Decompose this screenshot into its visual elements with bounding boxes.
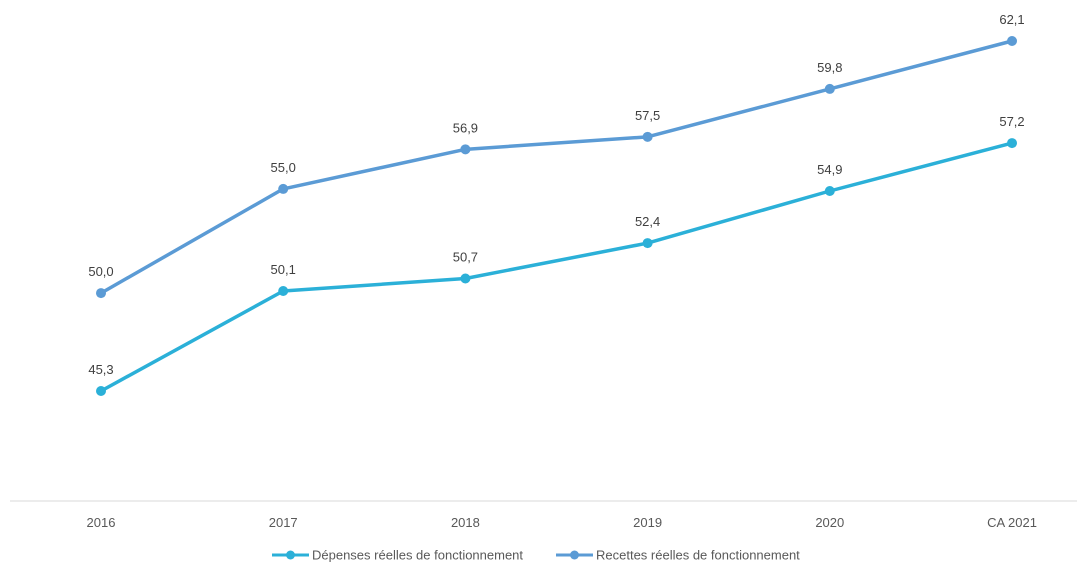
x-tick-label: 2020 [815,515,844,530]
data-point-depenses [1007,138,1017,148]
data-point-depenses [825,186,835,196]
legend-label-depenses: Dépenses réelles de fonctionnement [312,548,523,563]
data-label-recettes: 56,9 [453,120,478,135]
x-tick-label: 2016 [87,515,116,530]
data-point-recettes [278,184,288,194]
x-tick-labels: 2016 2017 2018 2019 2020 CA 2021 [87,515,1037,530]
data-label-recettes: 57,5 [635,108,660,123]
data-point-depenses [460,274,470,284]
series-layer [96,36,1017,396]
legend: Dépenses réelles de fonctionnement Recett… [272,548,800,563]
legend-swatch-marker [286,551,295,560]
data-point-recettes [460,144,470,154]
data-label-recettes: 55,0 [271,160,296,175]
x-tick-label: CA 2021 [987,515,1037,530]
data-label-depenses: 57,2 [999,114,1024,129]
data-label-recettes: 59,8 [817,60,842,75]
data-label-depenses: 45,3 [88,362,113,377]
data-point-recettes [1007,36,1017,46]
data-label-depenses: 50,7 [453,250,478,265]
x-tick-label: 2019 [633,515,662,530]
legend-item-depenses: Dépenses réelles de fonctionnement [272,548,523,563]
data-point-depenses [643,238,653,248]
data-label-recettes: 50,0 [88,264,113,279]
legend-label-recettes: Recettes réelles de fonctionnement [596,548,800,563]
series-line-depenses [101,143,1012,391]
legend-item-recettes: Recettes réelles de fonctionnement [556,548,800,563]
legend-swatch-marker [570,551,579,560]
data-label-depenses: 54,9 [817,162,842,177]
data-point-depenses [278,286,288,296]
data-label-recettes: 62,1 [999,12,1024,27]
data-label-depenses: 50,1 [271,262,296,277]
data-point-depenses [96,386,106,396]
x-tick-label: 2017 [269,515,298,530]
data-point-recettes [96,288,106,298]
data-point-recettes [825,84,835,94]
data-label-depenses: 52,4 [635,214,660,229]
data-point-recettes [643,132,653,142]
series-line-recettes [101,41,1012,293]
x-tick-label: 2018 [451,515,480,530]
